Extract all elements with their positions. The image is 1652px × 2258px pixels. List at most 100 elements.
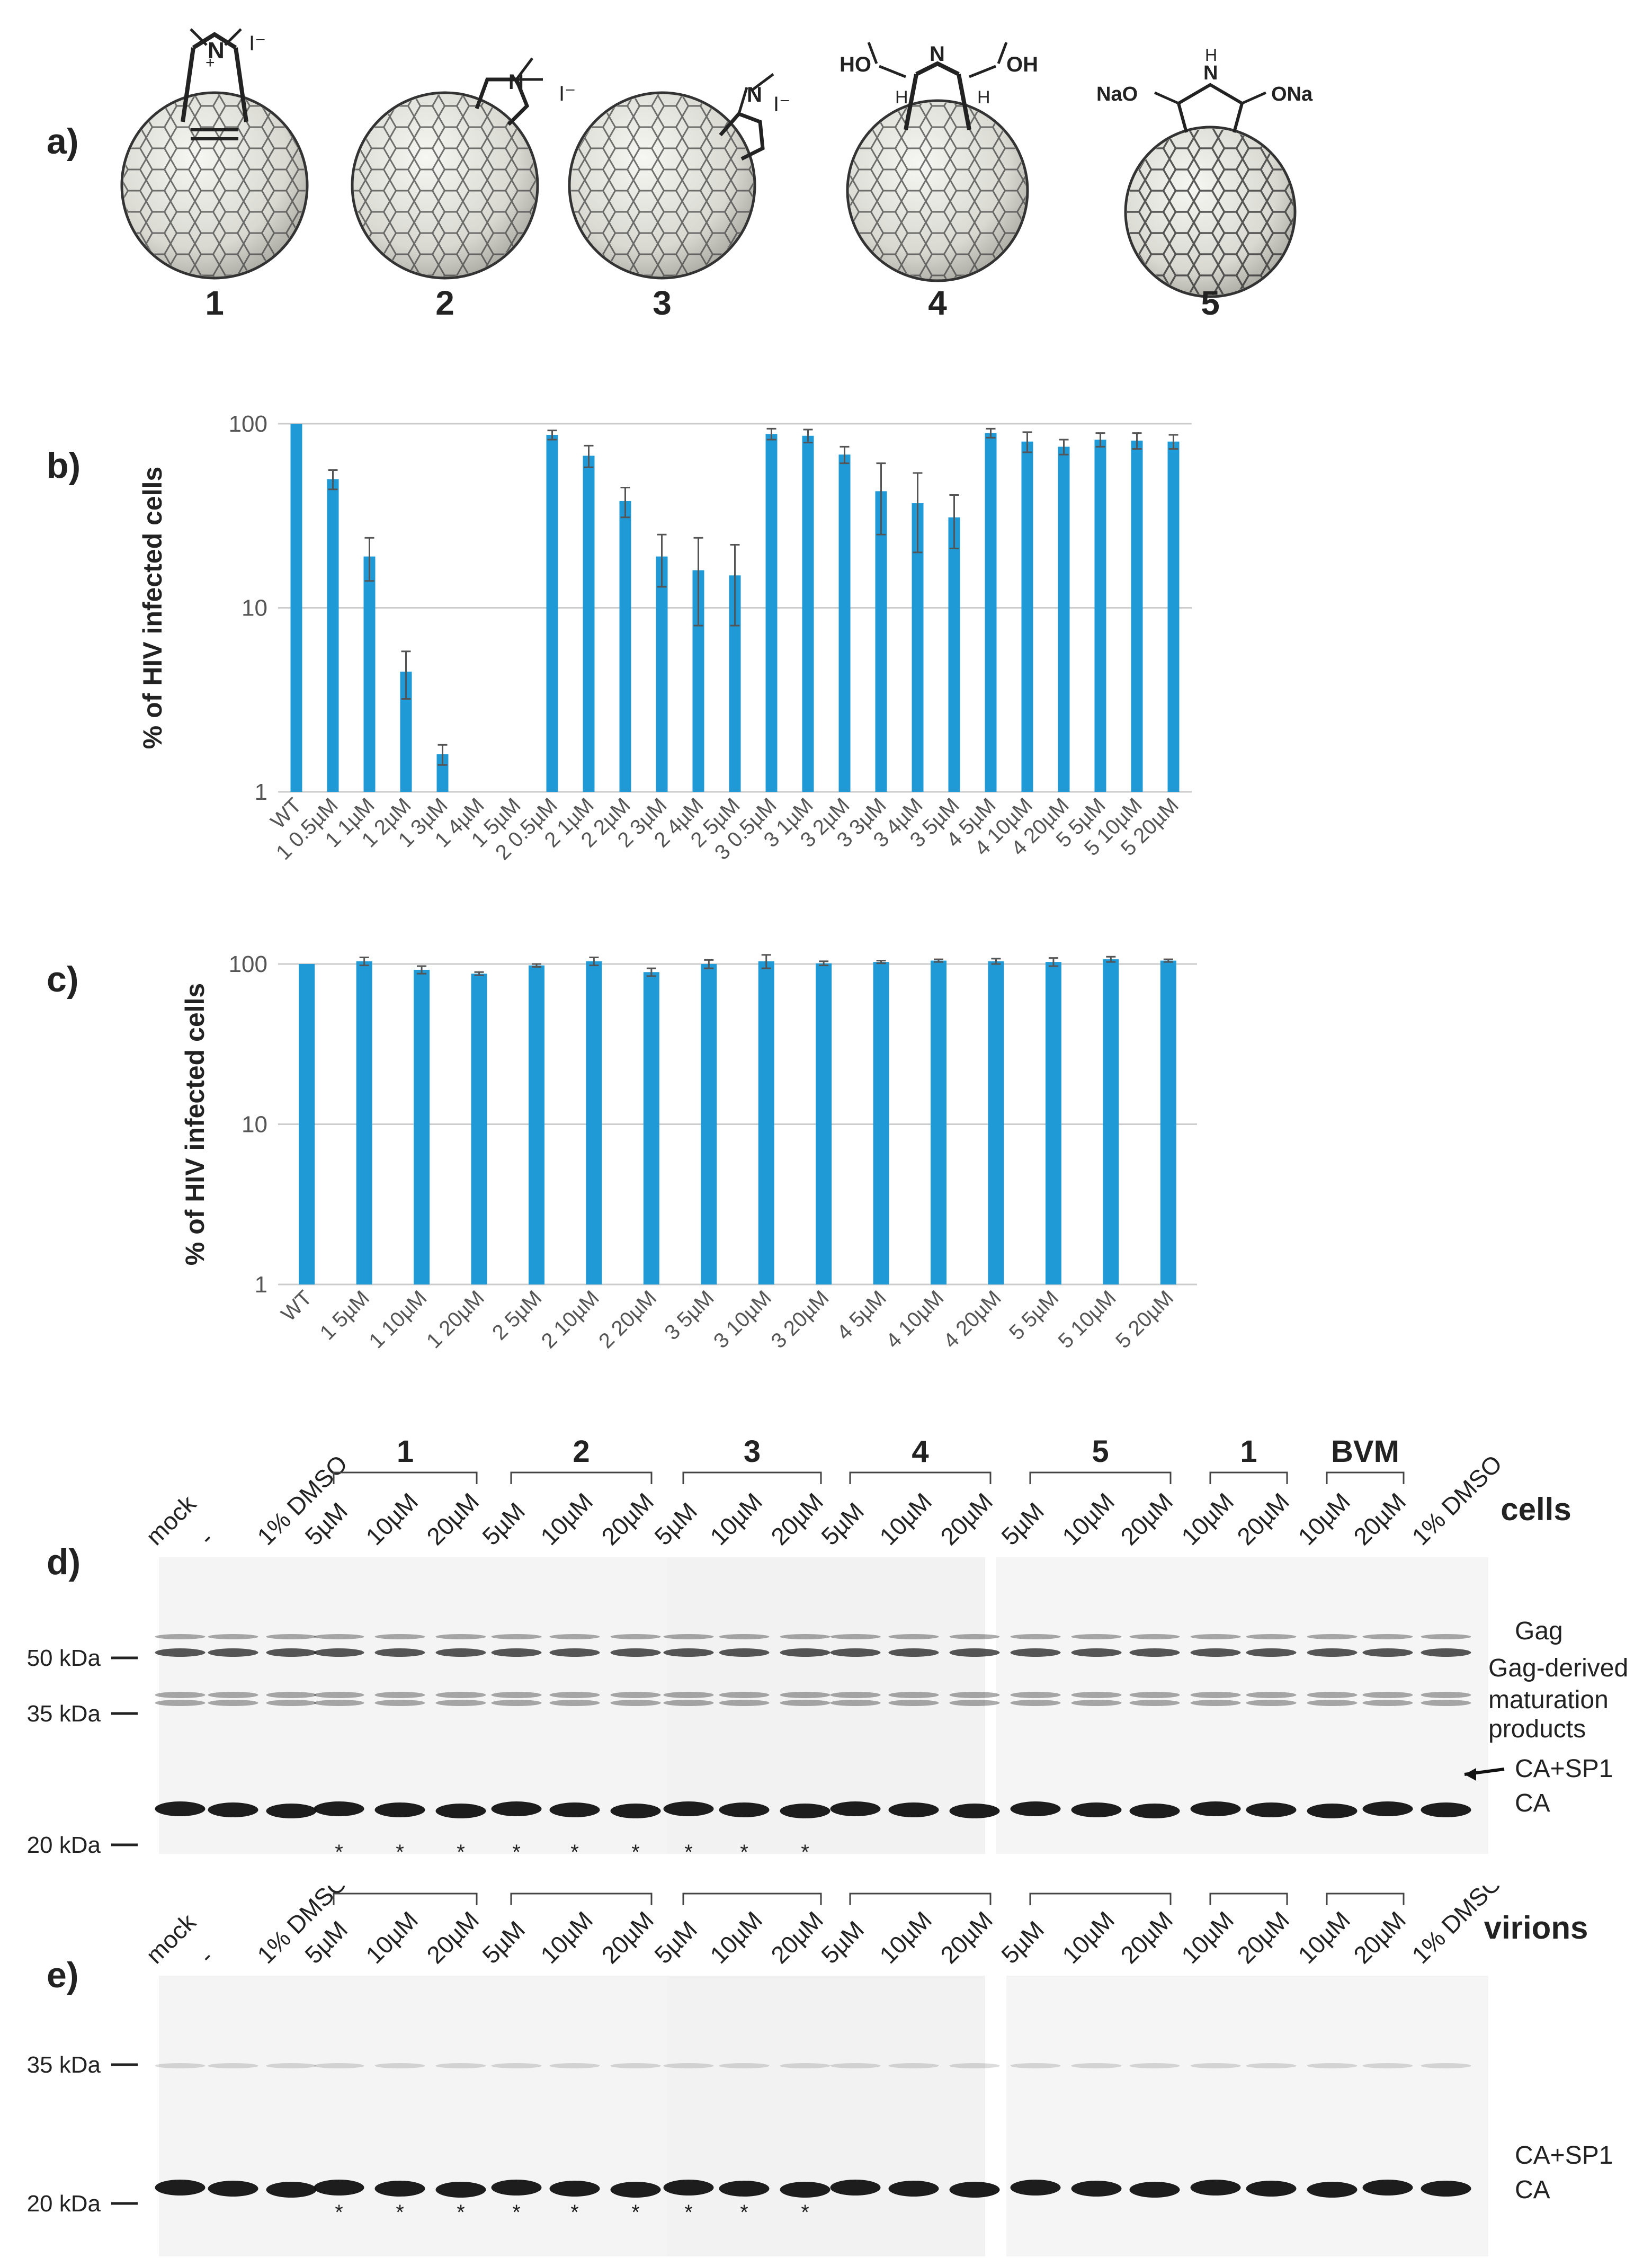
svg-text:N: N bbox=[208, 38, 225, 64]
blot-band bbox=[1246, 1700, 1297, 1706]
significance-star: * bbox=[570, 2201, 579, 2224]
group-bracket bbox=[510, 1893, 653, 1905]
blot-band bbox=[266, 1804, 317, 1818]
blot-band bbox=[888, 1692, 939, 1698]
blot-band bbox=[549, 1700, 600, 1706]
band-annotation: Gag bbox=[1515, 1617, 1563, 1645]
blot-band bbox=[949, 2182, 1000, 2198]
bar bbox=[619, 501, 631, 792]
group-label: BVM bbox=[1331, 1434, 1399, 1469]
significance-star: * bbox=[631, 1841, 640, 1859]
significance-star: * bbox=[335, 1841, 343, 1859]
bar bbox=[758, 961, 774, 1284]
bar bbox=[546, 435, 558, 792]
blot-band bbox=[155, 1634, 206, 1639]
blot-band bbox=[208, 1634, 258, 1639]
group-label: 1 bbox=[1240, 1434, 1257, 1469]
lane-label: 10µM bbox=[1292, 1906, 1355, 1969]
bar bbox=[985, 433, 997, 792]
blot-band bbox=[1071, 1802, 1122, 1817]
x-tick-label: 3 20µM bbox=[767, 1286, 834, 1353]
lane-label: 20µM bbox=[1115, 1487, 1178, 1550]
group-label: 3 bbox=[744, 1434, 761, 1469]
group-bracket bbox=[1326, 1893, 1405, 1905]
y-tick-label: 100 bbox=[229, 411, 267, 437]
s4-left-label: HO bbox=[840, 53, 871, 76]
blot-band bbox=[1307, 2182, 1358, 2198]
blot-band bbox=[314, 1692, 364, 1698]
lane-label: 20µM bbox=[1231, 1906, 1294, 1969]
blot-band bbox=[208, 1692, 258, 1698]
bar bbox=[436, 754, 449, 792]
blot-band bbox=[1190, 1801, 1241, 1816]
group-bracket bbox=[849, 1471, 992, 1484]
lane-label: 10µM bbox=[360, 1487, 423, 1550]
significance-star: * bbox=[801, 2201, 809, 2224]
bar bbox=[528, 965, 544, 1284]
group-label: BVM bbox=[1331, 1886, 1399, 1890]
blot-membrane-2 bbox=[667, 1557, 985, 1854]
blot-band bbox=[155, 1801, 206, 1816]
structures-panel: N + I⁻ N I⁻ N I⁻ HO OH N H H bbox=[120, 28, 1313, 298]
x-tick-label: 2 10µM bbox=[537, 1286, 604, 1353]
blot-band bbox=[663, 1700, 714, 1706]
blot-band bbox=[1307, 1634, 1358, 1639]
blot-band bbox=[663, 1634, 714, 1639]
blot-band bbox=[1010, 2180, 1061, 2195]
svg-text:N: N bbox=[508, 70, 524, 94]
blot-band bbox=[1246, 2181, 1297, 2197]
blot-band bbox=[491, 1700, 542, 1706]
blot-band bbox=[314, 2063, 364, 2068]
bar bbox=[643, 972, 659, 1284]
blot-band bbox=[1246, 1634, 1297, 1639]
group-bracket bbox=[1326, 1471, 1405, 1484]
bar bbox=[586, 961, 602, 1284]
blot-band bbox=[549, 1692, 600, 1698]
s4-h1-label: H bbox=[895, 87, 908, 108]
lane-label: 10µM bbox=[535, 1906, 598, 1969]
lane-label: - bbox=[193, 1943, 219, 1969]
bar bbox=[838, 454, 851, 792]
significance-star: * bbox=[684, 1841, 693, 1859]
blot-band bbox=[780, 2063, 831, 2068]
bar bbox=[873, 962, 889, 1284]
blot-band bbox=[266, 1634, 317, 1639]
lane-label: 20µM bbox=[935, 1487, 998, 1550]
panel-label-e: e) bbox=[47, 1955, 79, 1995]
blot-band bbox=[314, 2180, 364, 2195]
blot-band bbox=[266, 2182, 317, 2198]
blot-band bbox=[374, 1700, 425, 1706]
lane-label: 1% DMSO bbox=[252, 1450, 352, 1550]
bar bbox=[1103, 959, 1119, 1284]
blot-band bbox=[549, 1802, 600, 1817]
blot-band bbox=[1246, 1648, 1297, 1657]
lane-label: 20µM bbox=[596, 1487, 659, 1550]
blot-band bbox=[780, 1648, 831, 1657]
group-bracket bbox=[682, 1893, 822, 1905]
blot-band bbox=[266, 1692, 317, 1698]
group-label: 5 bbox=[1092, 1886, 1109, 1890]
lane-label: 5µM bbox=[996, 1915, 1049, 1969]
blot-band bbox=[435, 1804, 486, 1818]
bar bbox=[875, 491, 887, 792]
significance-star: * bbox=[570, 1841, 579, 1859]
y-axis-label: % of HIV infected cells bbox=[138, 467, 167, 749]
fullerene-1-icon bbox=[120, 32, 309, 280]
significance-star: * bbox=[512, 1841, 521, 1859]
blot-band bbox=[663, 2063, 714, 2068]
blot-band bbox=[719, 1802, 770, 1817]
blot-band bbox=[155, 1692, 206, 1698]
lane-label: 20µM bbox=[765, 1487, 828, 1550]
annotation-arrowhead bbox=[1465, 1768, 1476, 1781]
blot-band bbox=[266, 1648, 317, 1657]
blot-band bbox=[1421, 2181, 1471, 2197]
significance-star: * bbox=[396, 1841, 404, 1859]
blot-band bbox=[719, 1634, 770, 1639]
blot-band bbox=[949, 1634, 1000, 1639]
blot-band bbox=[1307, 2063, 1358, 2068]
s5-right-label: ONa bbox=[1271, 83, 1313, 105]
panel-label-b: b) bbox=[47, 445, 81, 486]
blot-band bbox=[1421, 1802, 1471, 1817]
blot-band bbox=[1010, 1634, 1061, 1639]
